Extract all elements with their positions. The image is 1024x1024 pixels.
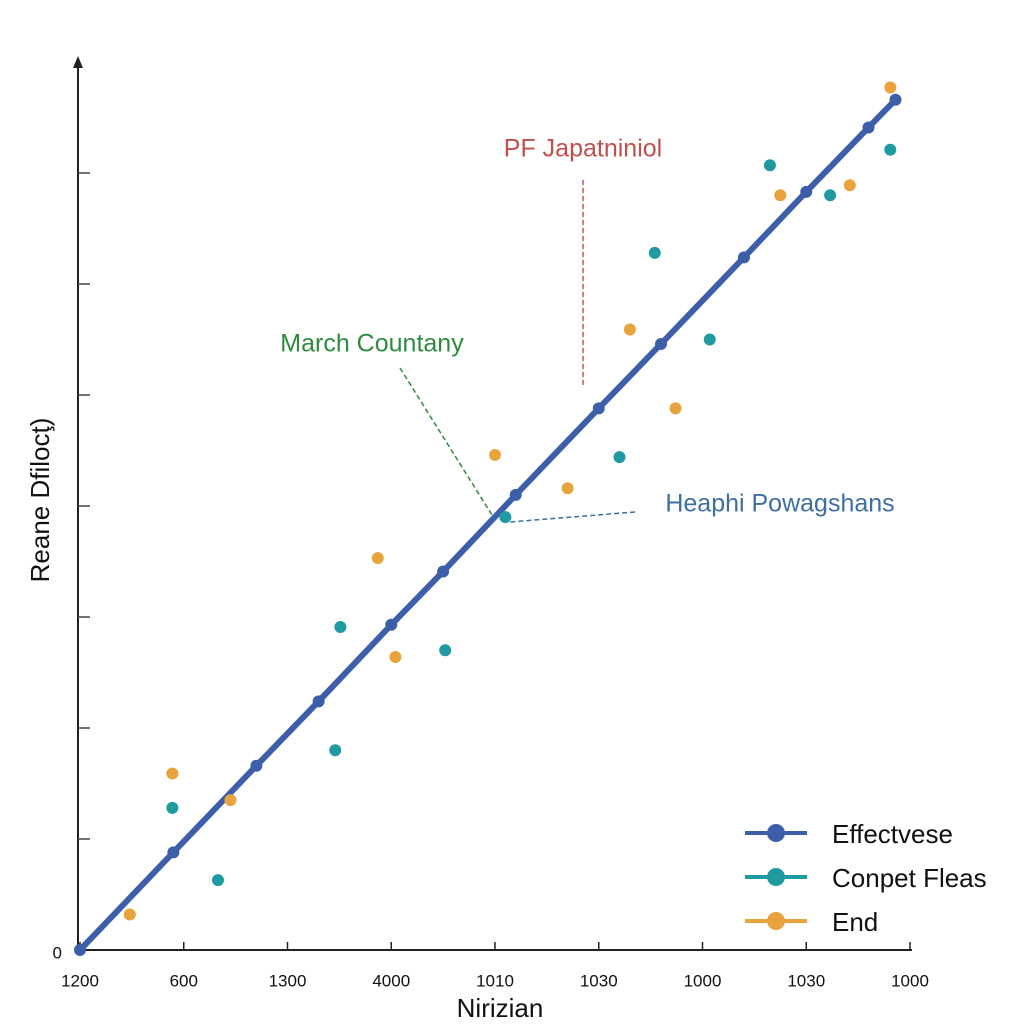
point	[843, 179, 856, 192]
point	[312, 695, 325, 708]
point	[211, 874, 224, 887]
point	[884, 81, 897, 94]
y-axis-title: Reane Dfilocţ)	[25, 418, 55, 583]
point	[703, 333, 716, 346]
legend-label: Conpet Fleas	[832, 863, 987, 893]
point	[334, 620, 347, 633]
point	[389, 650, 402, 663]
point	[224, 794, 237, 807]
point	[166, 801, 179, 814]
x-tick-label: 1030	[787, 971, 825, 990]
point	[763, 159, 776, 172]
point	[648, 246, 661, 259]
point	[499, 511, 512, 524]
point	[250, 759, 263, 772]
point	[123, 908, 136, 921]
point	[889, 93, 902, 106]
point	[489, 448, 501, 461]
legend-label: Effectvese	[832, 819, 953, 849]
point	[884, 143, 897, 156]
point	[669, 402, 682, 415]
annotation-line	[399, 367, 493, 516]
legend-marker	[767, 868, 785, 886]
x-tick-label: 1200	[61, 971, 99, 990]
annotation: PF Japatniniol	[504, 135, 662, 163]
point	[437, 565, 450, 578]
point	[613, 451, 626, 464]
x-tick-label: 1030	[580, 971, 618, 990]
legend-label: End	[832, 907, 878, 937]
x-tick-label: 1300	[269, 971, 307, 990]
legend-marker	[767, 912, 785, 930]
point	[738, 251, 750, 264]
point	[329, 744, 342, 757]
point	[561, 482, 574, 495]
point	[509, 488, 522, 501]
x-tick-label: 600	[170, 971, 198, 990]
point	[862, 121, 875, 134]
point	[385, 618, 398, 631]
legend-marker	[767, 824, 785, 842]
x-tick-label: 1000	[684, 971, 722, 990]
x-tick-label: 1010	[476, 971, 514, 990]
y-axis-arrow	[73, 56, 83, 68]
point	[623, 323, 636, 336]
point	[371, 552, 384, 565]
annotation-line	[509, 511, 636, 523]
point	[439, 644, 452, 657]
x-axis-title: Nirizian	[457, 993, 544, 1023]
point	[824, 189, 837, 202]
point	[655, 337, 667, 350]
point	[166, 767, 179, 780]
x-tick-label: 1000	[891, 971, 929, 990]
point	[74, 944, 86, 956]
annotation: Heaphi Powagshans	[665, 490, 894, 518]
point	[774, 189, 787, 202]
y-tick-label: 0	[53, 943, 62, 962]
point	[167, 846, 180, 859]
point	[800, 185, 813, 198]
point	[592, 402, 605, 415]
x-tick-label: 4000	[372, 971, 410, 990]
annotation: March Countany	[280, 330, 464, 358]
series-line	[77, 96, 899, 953]
